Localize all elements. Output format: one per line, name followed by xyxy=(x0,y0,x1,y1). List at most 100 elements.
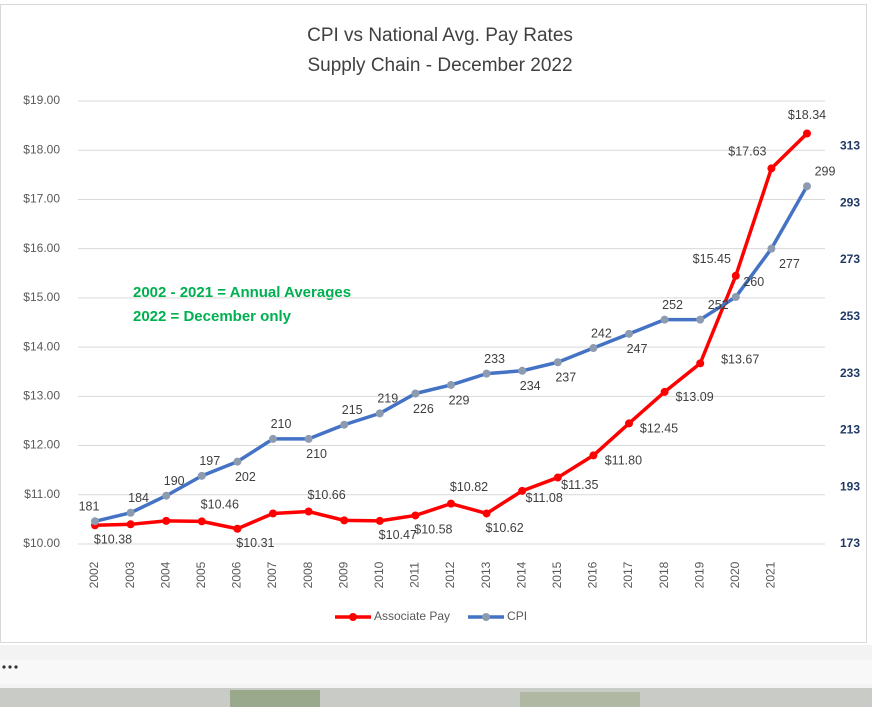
y2-tick-label: 273 xyxy=(840,252,860,266)
data-point xyxy=(518,366,527,375)
x-tick-label: 2018 xyxy=(657,561,671,588)
data-label: 202 xyxy=(235,470,256,484)
y-tick-label: $16.00 xyxy=(23,241,60,255)
x-tick-label: 2005 xyxy=(194,561,208,588)
legend-label: Associate Pay xyxy=(374,609,450,623)
y2-tick-label: 193 xyxy=(840,479,860,493)
y2-tick-label: 173 xyxy=(840,536,860,550)
x-tick-label: 2008 xyxy=(301,561,315,588)
data-point xyxy=(767,164,776,173)
data-point xyxy=(482,509,491,518)
data-label: $10.62 xyxy=(485,521,523,535)
data-point xyxy=(696,359,705,368)
data-point xyxy=(447,380,455,389)
data-point xyxy=(304,434,313,443)
data-label: $10.46 xyxy=(201,498,239,512)
data-point xyxy=(767,244,776,253)
data-point xyxy=(553,358,562,367)
data-point xyxy=(589,451,598,460)
legend-label: CPI xyxy=(507,609,527,623)
y2-tick-label: 213 xyxy=(840,423,860,437)
data-point xyxy=(731,271,740,280)
x-tick-label: 2021 xyxy=(764,561,778,588)
data-point xyxy=(162,516,171,525)
chart-background xyxy=(0,0,872,645)
data-label: $10.47 xyxy=(379,528,417,542)
y-tick-label: $12.00 xyxy=(23,438,60,452)
x-tick-label: 2017 xyxy=(621,561,635,588)
data-point xyxy=(126,520,135,529)
data-label: 260 xyxy=(743,275,764,289)
legend-dot xyxy=(349,613,357,621)
data-point xyxy=(447,499,455,508)
data-point xyxy=(803,129,811,138)
data-point xyxy=(375,409,384,418)
data-label: $11.80 xyxy=(605,454,642,468)
x-tick-label: 2013 xyxy=(479,561,493,588)
data-point xyxy=(411,511,420,520)
data-label: 184 xyxy=(128,491,149,505)
toolbar xyxy=(0,660,872,684)
data-label: 252 xyxy=(662,298,683,312)
data-label: 277 xyxy=(779,257,800,271)
chart-border xyxy=(0,4,867,643)
y-tick-label: $17.00 xyxy=(23,192,60,206)
data-point xyxy=(197,471,206,480)
data-label: 181 xyxy=(79,500,100,514)
data-label: 299 xyxy=(815,164,836,178)
y-tick-label: $13.00 xyxy=(23,389,60,403)
data-point xyxy=(731,292,740,301)
y2-tick-label: 293 xyxy=(840,195,860,209)
data-point xyxy=(518,486,527,495)
chart-title: CPI vs National Avg. Pay Rates xyxy=(307,25,573,46)
y-tick-label: $18.00 xyxy=(23,142,60,156)
annotation: 2022 = December only xyxy=(133,308,292,325)
x-tick-label: 2020 xyxy=(728,561,742,588)
data-label: $10.58 xyxy=(414,523,452,537)
data-label: $17.63 xyxy=(728,145,766,159)
data-label: $18.34 xyxy=(788,108,826,122)
map-park xyxy=(230,690,320,707)
data-point xyxy=(696,315,705,324)
data-point xyxy=(233,524,242,533)
data-point xyxy=(411,389,420,398)
data-label: 237 xyxy=(555,371,576,385)
data-point xyxy=(625,419,633,428)
y-tick-label: $14.00 xyxy=(23,339,60,353)
more-icon[interactable] xyxy=(2,665,18,669)
legend-dot xyxy=(482,613,491,621)
x-tick-label: 2015 xyxy=(550,561,564,588)
data-label: 234 xyxy=(520,379,541,393)
data-label: 242 xyxy=(591,326,612,340)
y-tick-label: $15.00 xyxy=(23,290,60,304)
data-point xyxy=(304,507,313,516)
data-point xyxy=(162,491,171,500)
data-point xyxy=(126,508,135,517)
y-tick-label: $19.00 xyxy=(23,93,60,107)
x-tick-label: 2004 xyxy=(158,561,172,588)
data-label: 229 xyxy=(449,393,470,407)
annotation: 2002 - 2021 = Annual Averages xyxy=(133,284,351,301)
data-point xyxy=(482,369,491,378)
data-label: 210 xyxy=(306,447,327,461)
chart-subtitle: Supply Chain - December 2022 xyxy=(307,55,572,76)
x-tick-label: 2007 xyxy=(265,561,279,588)
x-tick-label: 2009 xyxy=(336,561,350,588)
y2-tick-label: 233 xyxy=(840,366,860,380)
map-strip xyxy=(0,688,872,707)
y2-tick-label: 253 xyxy=(840,309,860,323)
data-label: $13.09 xyxy=(675,390,713,404)
x-tick-label: 2006 xyxy=(230,561,244,588)
x-tick-label: 2011 xyxy=(408,562,422,588)
data-label: 197 xyxy=(199,454,220,468)
data-point xyxy=(91,517,99,526)
data-point xyxy=(197,517,206,526)
data-label: $10.31 xyxy=(236,536,274,550)
data-label: $11.08 xyxy=(526,491,563,505)
y-tick-label: $11.00 xyxy=(24,487,60,501)
data-point xyxy=(269,509,277,518)
x-tick-label: 2010 xyxy=(372,561,386,588)
data-label: 210 xyxy=(271,417,292,431)
